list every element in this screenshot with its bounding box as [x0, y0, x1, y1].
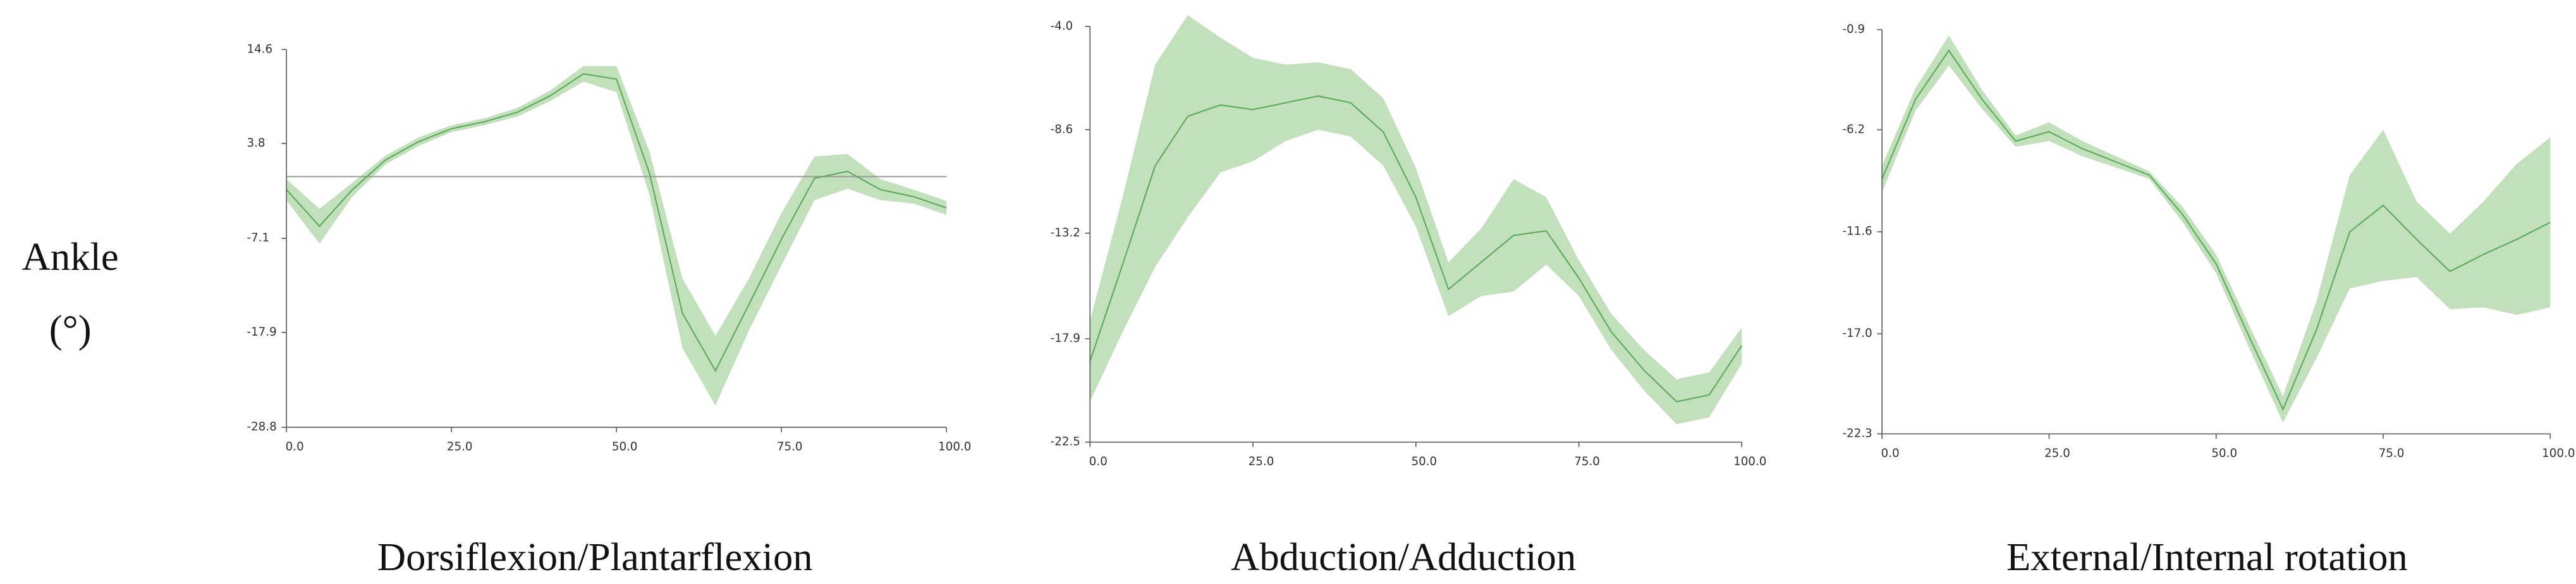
y-tick-label: -8.6 — [1051, 123, 1073, 136]
x-axis-title: Dorsiflexion/Plantarflexion — [377, 535, 813, 579]
x-tick-label: 0.0 — [1089, 455, 1108, 468]
x-tick-label: 50.0 — [1412, 455, 1438, 468]
x-tick-label: 100.0 — [2542, 447, 2575, 460]
mean-line — [1881, 49, 2551, 411]
y-tick-label: -11.6 — [1843, 225, 1872, 238]
mean-line — [1089, 95, 1743, 403]
y-tick-label: -22.3 — [1843, 427, 1872, 440]
y-tick-label: -17.0 — [1843, 327, 1872, 340]
x-tick-label: 50.0 — [612, 440, 638, 453]
x-axis-title: Abduction/Adduction — [1231, 535, 1576, 579]
row-unit: (°) — [49, 307, 92, 351]
x-tick-label: 0.0 — [286, 440, 304, 453]
x-axis-title: External/Internal rotation — [2006, 535, 2408, 579]
y-tick-label: -4.0 — [1051, 20, 1073, 33]
y-tick-label: -28.8 — [247, 420, 276, 434]
y-tick-label: -6.2 — [1843, 123, 1865, 136]
x-tick-label: 75.0 — [777, 440, 803, 453]
sd-band — [286, 66, 947, 406]
x-tick-label: 0.0 — [1881, 447, 1900, 460]
x-tick-label: 25.0 — [2044, 447, 2070, 460]
y-tick-label: -13.2 — [1051, 226, 1080, 240]
y-tick-label: -7.1 — [247, 231, 269, 245]
y-tick-label: -17.9 — [247, 325, 276, 339]
x-tick-label: 75.0 — [1574, 455, 1600, 468]
row-label: Ankle — [22, 234, 119, 279]
x-tick-label: 75.0 — [2379, 447, 2405, 460]
y-tick-label: 3.8 — [247, 137, 265, 150]
x-tick-label: 25.0 — [447, 440, 473, 453]
x-tick-label: 25.0 — [1248, 455, 1274, 468]
y-tick-label: 14.6 — [247, 42, 272, 56]
mean-line — [286, 73, 947, 372]
x-tick-label: 100.0 — [938, 440, 971, 453]
sd-band — [1882, 35, 2551, 423]
sd-band — [1090, 15, 1742, 425]
y-tick-label: -17.9 — [1051, 332, 1080, 345]
y-tick-label: -22.5 — [1051, 435, 1080, 449]
y-tick-label: -0.9 — [1843, 23, 1865, 36]
x-tick-label: 100.0 — [1733, 455, 1766, 468]
x-tick-label: 50.0 — [2211, 447, 2237, 460]
